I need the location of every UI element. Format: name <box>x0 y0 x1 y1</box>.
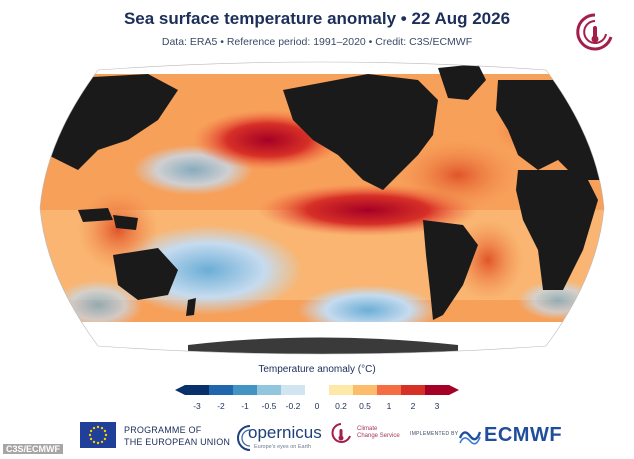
color-bar-tick-label: -0.2 <box>285 401 301 411</box>
color-bar-segment <box>329 385 354 395</box>
color-bar-tick-label: 3 <box>434 401 440 411</box>
color-bar-tick-label: -1 <box>241 401 249 411</box>
eu-programme-text: PROGRAMME OF THE EUROPEAN UNION <box>124 424 230 448</box>
c3s-line-1: Climate <box>357 426 378 432</box>
color-bar-segment <box>185 385 210 395</box>
color-bar-segment <box>257 385 282 395</box>
color-bar-tick-label: 2 <box>410 401 416 411</box>
eu-star-icon <box>103 429 107 433</box>
color-bar-tick-label: 0.2 <box>335 401 347 411</box>
c3s-logo-icon <box>331 423 351 443</box>
implemented-by-label: IMPLEMENTED BY <box>410 431 459 437</box>
color-bar-segment <box>233 385 258 395</box>
c3s-line-2: Change Service <box>357 433 400 439</box>
eu-star-icon <box>89 437 93 441</box>
color-bar-tick-label: -0.5 <box>261 401 277 411</box>
c3s-text: Climate Change Service <box>357 426 400 440</box>
eu-star-icon <box>92 440 96 444</box>
color-bar-tick-label: -3 <box>193 401 201 411</box>
eu-flag-icon <box>80 422 116 448</box>
eu-star-icon <box>100 440 104 444</box>
eu-star-icon <box>104 433 108 437</box>
eu-star-icon <box>89 429 93 433</box>
page-subtitle: Data: ERA5 • Reference period: 1991–2020… <box>161 36 473 48</box>
eu-star-icon <box>96 425 100 429</box>
color-bar-tick-label: -2 <box>217 401 225 411</box>
eu-star-icon <box>96 441 100 445</box>
color-bar-min-arrow <box>175 385 185 395</box>
eu-star-icon <box>100 426 104 430</box>
ecmwf-wordmark: ECMWF <box>484 424 563 446</box>
sst-anomaly-map <box>39 61 605 355</box>
eu-line-1: PROGRAMME OF <box>124 425 202 435</box>
c3s-corner-logo <box>576 13 613 51</box>
color-bar-max-arrow <box>449 385 459 395</box>
color-bar-segment <box>281 385 306 395</box>
color-bar-segment <box>305 385 330 395</box>
image-credit: C3S/ECMWF <box>3 444 63 454</box>
color-bar-segment <box>425 385 450 395</box>
color-bar <box>175 385 459 395</box>
eu-star-icon <box>92 426 96 430</box>
eu-star-icon <box>103 437 107 441</box>
color-bar-segment <box>401 385 426 395</box>
copernicus-logo-icon <box>237 425 251 451</box>
color-bar-tick-label: 1 <box>386 401 392 411</box>
color-bar-ticks: -3 -2 -1 -0.5 -0.2 0 0.2 0.5 1 2 3 <box>175 401 459 415</box>
copernicus-wordmark: opernicus <box>248 423 322 442</box>
eu-star-icon <box>88 433 92 437</box>
ecmwf-logo-icon <box>458 431 482 445</box>
color-bar-segment <box>353 385 378 395</box>
footer: PROGRAMME OF THE EUROPEAN UNION opernicu… <box>0 418 634 459</box>
eu-line-2: THE EUROPEAN UNION <box>124 437 231 447</box>
color-bar-segment <box>377 385 402 395</box>
color-bar-tick-label: 0 <box>314 401 320 411</box>
page-title: Sea surface temperature anomaly • 22 Aug… <box>123 9 511 28</box>
copernicus-tagline: Europe's eyes on Earth <box>254 444 312 450</box>
legend-title: Temperature anomaly (°C) <box>258 364 376 375</box>
color-bar-tick-label: 0.5 <box>359 401 371 411</box>
color-bar-segment <box>209 385 234 395</box>
